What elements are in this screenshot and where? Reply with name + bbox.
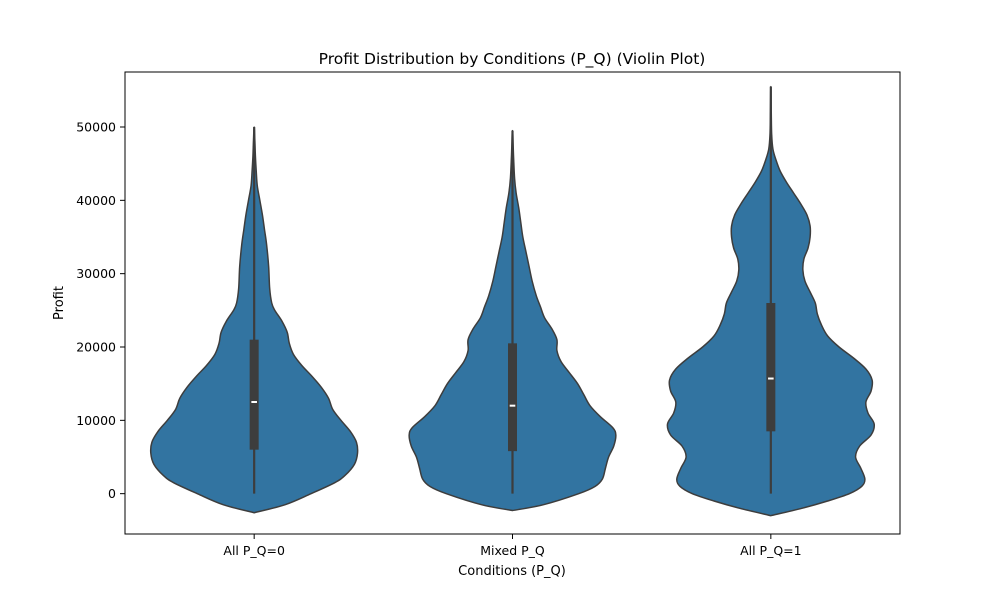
x-axis: All P_Q=0 Mixed P_Q All P_Q=1: [223, 534, 802, 558]
chart-title: Profit Distribution by Conditions (P_Q) …: [319, 50, 706, 69]
x-tick-label-2: All P_Q=1: [740, 543, 802, 558]
x-axis-label: Conditions (P_Q): [458, 564, 566, 579]
y-tick-label-5: 50000: [76, 120, 116, 135]
iqr-box-2: [508, 343, 517, 452]
y-tick-label-2: 20000: [76, 340, 116, 355]
x-tick-label-1: Mixed P_Q: [480, 543, 545, 558]
boxes-layer: [249, 86, 776, 494]
iqr-box-1: [249, 339, 259, 450]
iqr-box-3: [766, 303, 776, 432]
y-tick-label-1: 10000: [76, 413, 116, 428]
x-tick-label-0: All P_Q=0: [223, 543, 285, 558]
y-tick-label-0: 0: [108, 486, 116, 501]
y-tick-label-3: 30000: [76, 266, 116, 281]
y-tick-label-4: 40000: [76, 193, 116, 208]
y-axis-label: Profit: [52, 286, 67, 320]
y-axis: 0 10000 20000 30000 40000 50000: [76, 120, 125, 501]
